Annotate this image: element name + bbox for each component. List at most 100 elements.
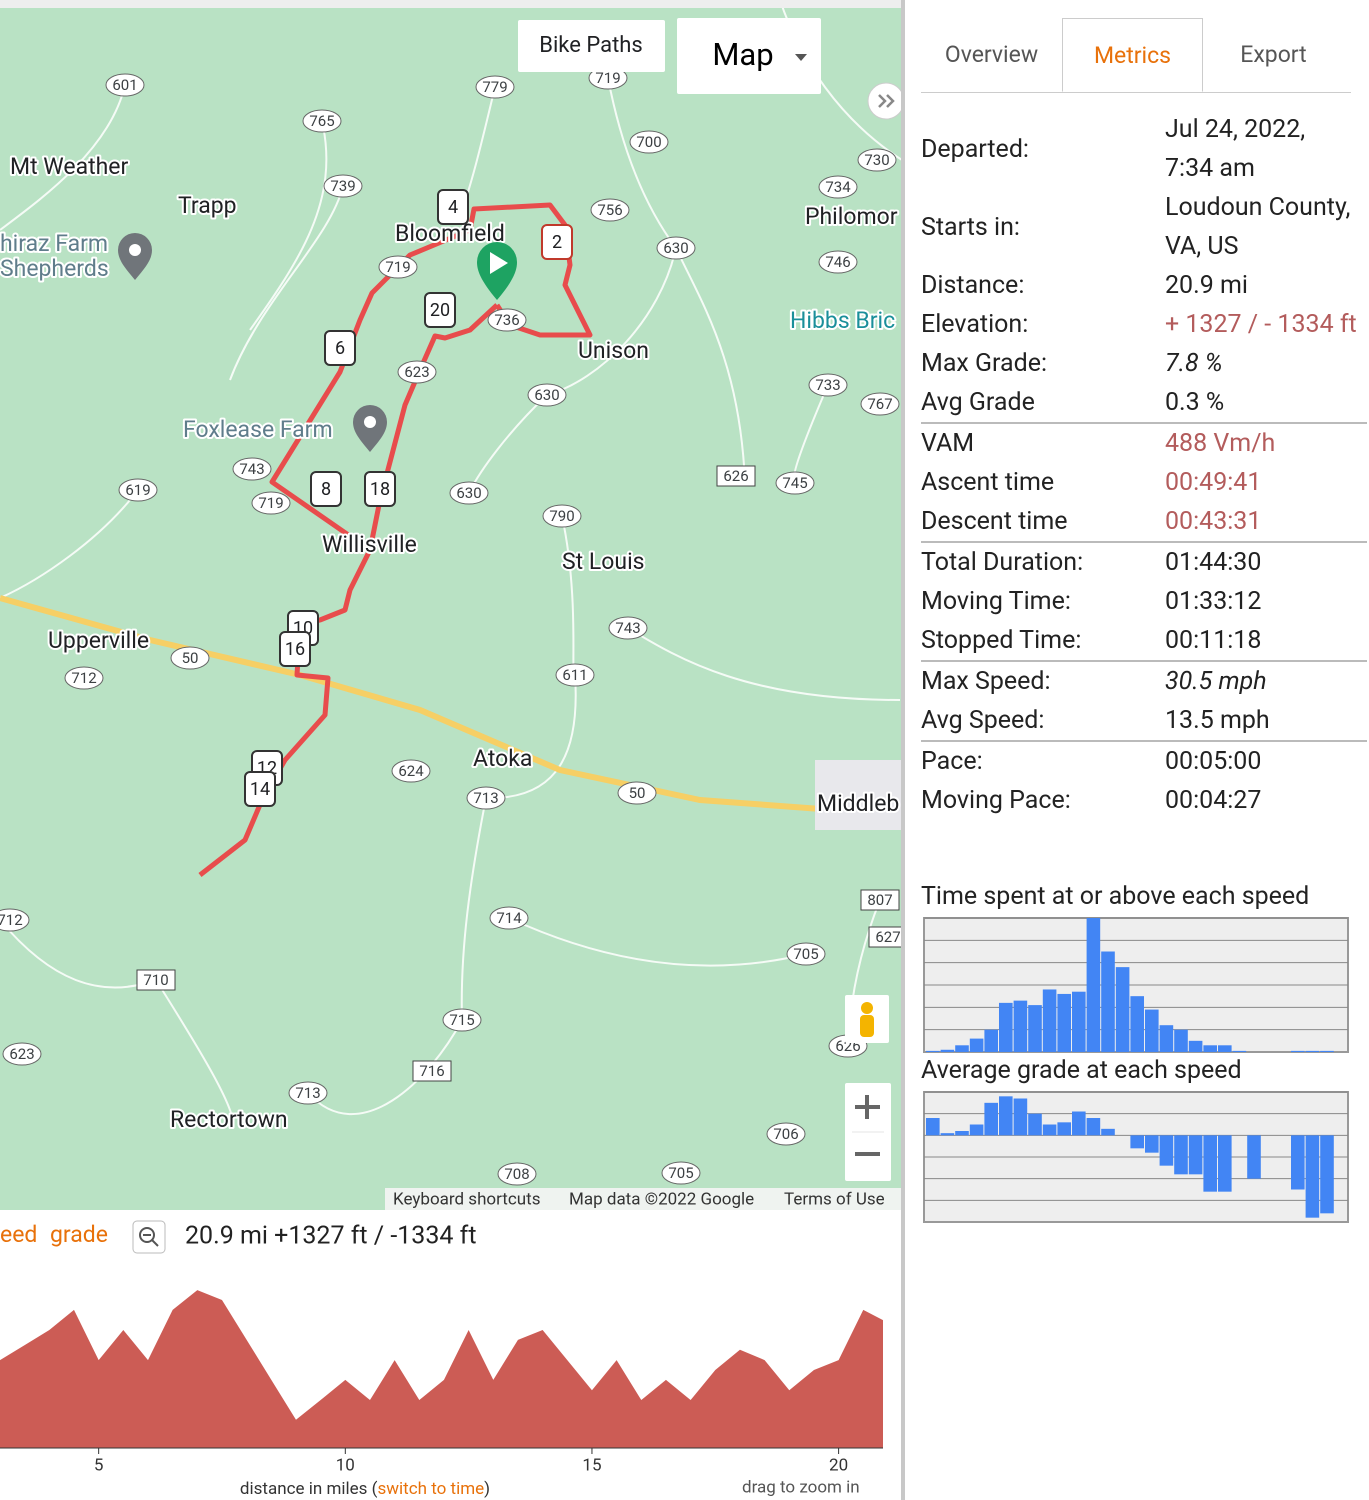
histogram-bar — [1057, 1122, 1071, 1136]
route-number: 756 — [597, 201, 622, 219]
route-number: 601 — [112, 76, 137, 94]
route-shield — [64, 666, 104, 690]
metric-label: Moving Pace: — [921, 786, 1071, 815]
route-number: 733 — [815, 376, 840, 394]
histogram-bar — [1086, 1118, 1101, 1136]
histogram-bar — [1057, 993, 1071, 1052]
route-shield — [0, 908, 30, 932]
zoom-in[interactable] — [855, 1095, 880, 1119]
metric-value: 30.5 mph — [1165, 667, 1267, 696]
histogram-bar — [1130, 996, 1144, 1052]
route-marker-label: 4 — [448, 197, 458, 218]
start-pin[interactable] — [477, 242, 517, 300]
route-shield — [766, 1122, 806, 1146]
route-number: 714 — [496, 909, 522, 927]
metric-value: 7.8 % — [1165, 349, 1223, 378]
route-number: 730 — [864, 151, 889, 169]
tab[interactable]: Export — [1240, 41, 1307, 68]
speed-histogram — [923, 917, 1349, 1053]
histogram-bar — [1159, 1135, 1174, 1166]
route-shield — [786, 942, 826, 966]
route-shield — [590, 198, 630, 222]
place-label: Shepherds — [0, 255, 109, 282]
route-shield — [475, 75, 515, 99]
highway — [0, 595, 903, 818]
metric-value: 20.9 mi — [1165, 271, 1248, 300]
histogram-bar — [1042, 989, 1057, 1052]
attribution[interactable]: Keyboard shortcuts — [393, 1189, 540, 1209]
route-shield — [442, 1008, 482, 1032]
mode-link[interactable]: eed — [0, 1221, 37, 1248]
route-shield — [868, 926, 903, 948]
zoom-hint: drag to zoom in — [742, 1477, 860, 1497]
metric-row: Distance: 20.9 mi — [921, 266, 1367, 305]
metric-label: Avg Grade — [921, 388, 1035, 417]
histogram-bar — [984, 1102, 998, 1136]
place-pin[interactable] — [353, 405, 387, 452]
route-marker-label: 8 — [321, 479, 331, 500]
switch-link[interactable]: switch to time — [377, 1479, 484, 1499]
metric-label: Max Grade: — [921, 349, 1048, 378]
route-number: 630 — [456, 484, 481, 502]
place-label: Philomor — [805, 203, 898, 230]
metric-row: Departed: Jul 24, 2022, 7:34 am — [921, 110, 1367, 188]
map-type-button[interactable] — [677, 18, 821, 94]
metric-row: Descent time 00:43:31 — [921, 502, 1367, 541]
route-number: 710 — [143, 971, 168, 989]
histogram-bar — [969, 1124, 984, 1136]
route-number: 807 — [867, 891, 892, 909]
metric-label: Max Speed: — [921, 667, 1051, 696]
bike-paths-button[interactable] — [518, 20, 665, 72]
histogram-bar — [1218, 1135, 1232, 1192]
route-number: 712 — [0, 911, 23, 929]
route-shield — [391, 759, 431, 783]
mode-link[interactable]: grade — [50, 1221, 108, 1248]
histogram-bar — [1042, 1124, 1057, 1136]
histogram-bar — [1028, 1113, 1042, 1136]
route-number: 623 — [9, 1045, 34, 1063]
histogram-bar — [1101, 1128, 1115, 1136]
tab[interactable]: Metrics — [1062, 18, 1203, 92]
route-number: 705 — [793, 945, 818, 963]
histogram-bar — [1203, 1045, 1217, 1052]
route-number: 713 — [473, 789, 498, 807]
route-marker — [424, 292, 456, 328]
route-number: 719 — [385, 258, 410, 276]
route-number: 743 — [615, 619, 640, 637]
histogram-title: Time spent at or above each speed — [921, 882, 1310, 911]
histogram-bar — [1159, 1025, 1174, 1052]
metric-group: Pace: 00:05:00 Moving Pace: 00:04:27 — [921, 740, 1367, 820]
metric-row: Elevation: + 1327 / - 1334 ft — [921, 305, 1367, 344]
route-shield — [397, 360, 437, 384]
route-number: 746 — [825, 253, 850, 271]
route-number: 743 — [239, 460, 264, 478]
route-number: 713 — [295, 1084, 320, 1102]
route-number: 611 — [562, 666, 587, 684]
town-area — [815, 760, 902, 830]
route-number: 708 — [504, 1165, 529, 1183]
histogram-bar — [1232, 1050, 1247, 1052]
route-number: 700 — [636, 133, 661, 151]
bike-paths-label: Bike Paths — [539, 33, 643, 58]
metric-value: 00:04:27 — [1165, 786, 1262, 815]
zoom-button[interactable] — [132, 1220, 166, 1254]
metric-label: Stopped Time: — [921, 626, 1082, 655]
attribution[interactable]: Terms of Use — [784, 1189, 885, 1209]
x-tick-label: 15 — [582, 1455, 601, 1475]
histogram-bar — [1115, 967, 1130, 1052]
histogram-bar — [999, 1096, 1013, 1136]
place-label: St Louis — [562, 548, 645, 575]
tab[interactable]: Overview — [944, 41, 1039, 68]
x-tick-label: 20 — [829, 1455, 848, 1475]
histogram-bar — [969, 1038, 984, 1052]
metrics: Departed: Jul 24, 2022, 7:34 am Starts in:… — [921, 110, 1367, 820]
metric-label: Descent time — [921, 507, 1068, 536]
route-marker-label: 18 — [370, 479, 390, 500]
route-number: 790 — [549, 507, 574, 525]
place-pin[interactable] — [118, 233, 152, 280]
metric-row: Moving Time: 01:33:12 — [921, 582, 1367, 621]
metric-row: Total Duration: 01:44:30 — [921, 543, 1367, 582]
pegman-head — [861, 1002, 873, 1014]
metric-group: Max Speed: 30.5 mph Avg Speed: 13.5 mph — [921, 660, 1367, 740]
